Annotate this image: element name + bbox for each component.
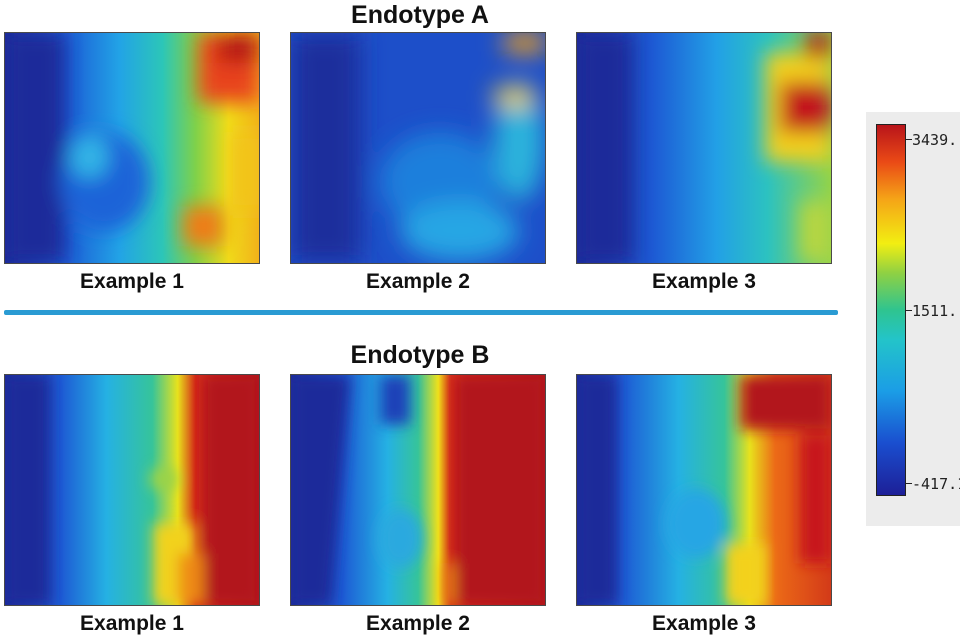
colorbar-min-label: -417.1 [912,475,960,493]
heatmap-endotype-a-example-2 [290,32,546,264]
colorbar-mid-label: 1511. [912,302,958,320]
heatmap-image [291,375,545,605]
colorbar-max-label: 3439. [912,131,958,149]
endotype-b-title: Endotype B [350,341,490,369]
heatmap-endotype-b-example-2 [290,374,546,606]
heatmap-image [5,375,259,605]
heatmap-endotype-a-example-1 [4,32,260,264]
colorbar-tick-mid [906,310,912,311]
heatmap-image [577,33,831,263]
heatmap-image [291,33,545,263]
heatmap-endotype-b-example-3 [576,374,832,606]
caption-b-2: Example 2 [366,612,470,635]
caption-a-3: Example 3 [652,270,756,293]
heatmap-image [577,375,831,605]
caption-a-1: Example 1 [80,270,184,293]
heatmap-image [5,33,259,263]
caption-a-2: Example 2 [366,270,470,293]
group-divider [4,310,838,315]
caption-b-1: Example 1 [80,612,184,635]
endotype-a-title: Endotype A [351,1,489,29]
heatmap-endotype-a-example-3 [576,32,832,264]
colorbar [876,124,906,496]
colorbar-tick-min [906,483,912,484]
caption-b-3: Example 3 [652,612,756,635]
colorbar-tick-max [906,139,912,140]
heatmap-endotype-b-example-1 [4,374,260,606]
